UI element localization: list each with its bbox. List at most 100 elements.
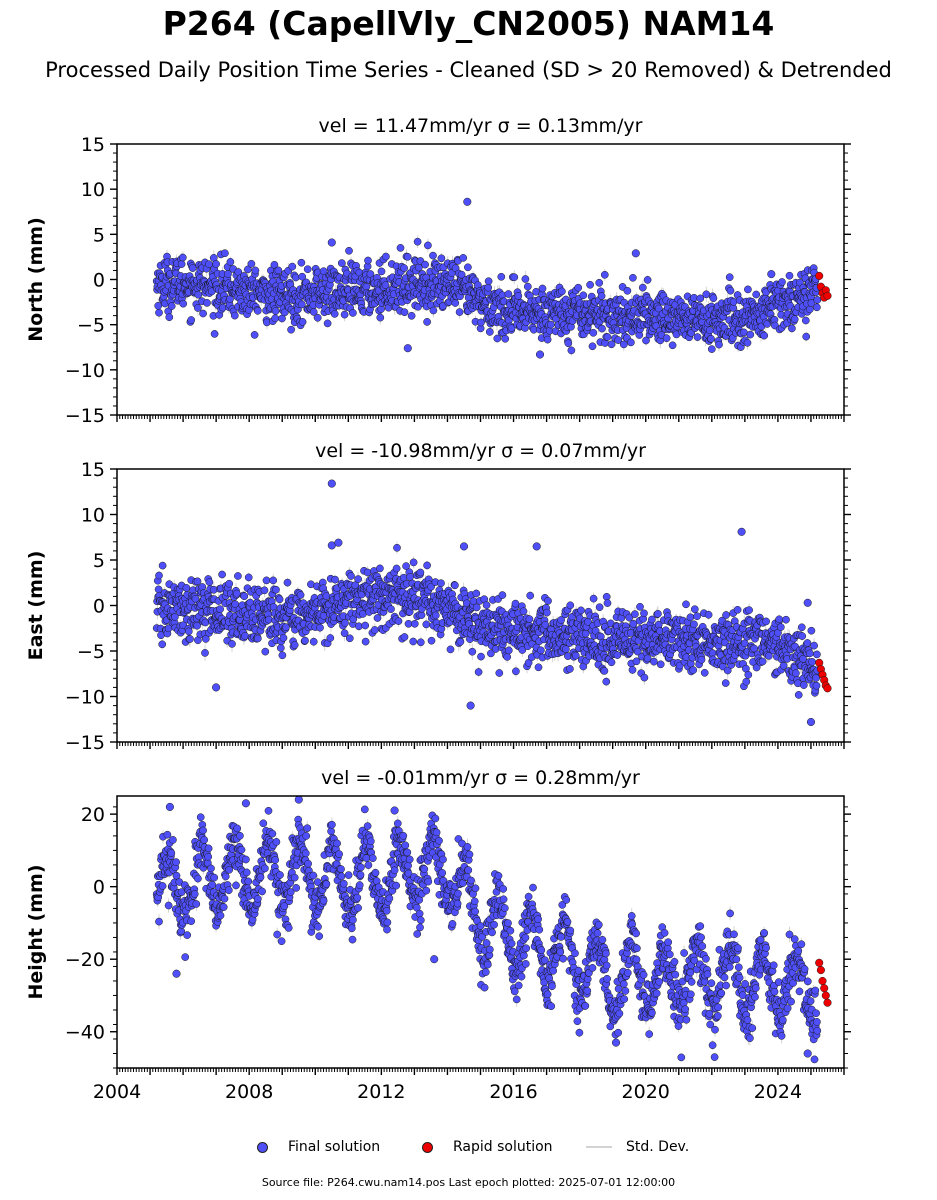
final-solution-point [525,615,534,623]
final-solution-point [437,254,446,263]
final-solution-point [382,906,391,915]
final-solution-point [269,603,278,611]
final-solution-point [577,606,585,615]
final-solution-point [534,663,543,672]
final-solution-point [705,326,714,335]
rapid-solution-point [823,684,832,693]
final-solution-point [813,296,822,304]
y-tick-label: 5 [93,224,105,246]
final-solution-point [323,319,332,328]
final-solution-point [337,865,345,873]
final-solution-point [326,634,335,642]
final-solution-point [456,637,465,646]
final-solution-point [354,904,362,912]
final-solution-point [794,691,803,699]
final-solution-point [519,607,528,616]
final-solution-point [366,837,375,846]
final-solution-point [273,930,282,939]
final-solution-point [424,877,433,886]
final-solution-point [155,308,163,317]
final-solution-point [193,577,202,586]
final-solution-point [504,646,513,655]
final-solution-point [271,314,280,323]
final-solution-point [526,591,535,600]
final-solution-point [187,917,196,926]
final-solution-point [303,824,312,833]
final-solution-point [381,281,390,289]
final-solution-point [232,589,241,598]
final-solution-point [204,852,213,861]
final-solution-point [510,273,519,282]
final-solution-point [477,652,485,661]
final-solution-point [400,264,408,272]
final-solution-point [423,318,431,326]
final-solution-point [464,866,473,875]
final-solution-point [805,649,814,658]
final-solution-point [184,627,193,636]
final-solution-point [636,602,644,611]
final-solution-point [438,869,447,877]
final-solution-point [298,272,307,281]
final-solution-point [628,666,637,674]
final-solution-point [642,336,650,345]
final-solution-point [472,589,481,598]
final-solution-point [337,872,346,881]
final-solution-point [199,826,207,835]
final-solution-point [224,886,233,895]
final-solution-point [277,937,286,946]
final-solution-point [233,824,242,833]
final-solution-point [291,273,300,282]
final-solution-point [535,350,545,359]
final-solution-point [376,564,384,573]
final-solution-point [283,578,292,587]
final-solution-point [463,843,472,851]
final-solution-point [481,968,490,976]
final-solution-point [466,701,475,710]
final-solution-point [471,907,479,916]
final-solution-point [689,666,698,674]
final-solution-point [523,282,532,291]
final-solution-point [782,615,790,624]
final-solution-point [690,605,699,614]
final-solution-point [686,613,695,622]
final-solution-point [574,283,583,292]
y-tick-label: 15 [81,134,105,156]
final-solution-point [497,272,506,281]
final-solution-point [385,894,394,903]
final-solution-point [203,299,211,307]
final-solution-point [422,886,431,895]
final-solution-point [178,253,187,262]
final-solution-point [400,633,409,641]
final-solution-point [339,879,348,888]
rapid-solution-point [815,271,824,280]
final-solution-point [392,881,401,890]
final-solution-point [778,278,786,286]
figure-subtitle: Processed Daily Position Time Series - C… [45,58,892,82]
final-solution-point [316,623,324,632]
final-solution-point [737,527,746,536]
final-solution-point [260,586,269,595]
final-solution-point [467,876,475,885]
final-solution-point [631,249,640,258]
final-solution-point [253,895,262,903]
final-solution-point [640,609,648,618]
final-solution-point [752,290,761,299]
final-solution-point [603,333,612,341]
final-solution-point [377,267,386,276]
final-solution-point [607,340,616,349]
final-solution-point [543,335,552,344]
final-solution-point [485,945,494,954]
final-solution-point [437,579,445,588]
final-solution-point [429,306,438,315]
final-solution-point [298,318,307,326]
final-solution-point [488,928,496,937]
final-solution-point [347,572,355,580]
final-solution-point [629,273,637,282]
final-solution-point [631,610,639,618]
final-solution-point [268,829,277,838]
panel-2: vel = -10.98mm/yr σ = 0.07mm/yr East (mm)… [25,440,851,754]
final-solution-point [579,291,588,300]
final-solution-point [424,241,432,250]
final-solution-point [810,641,818,650]
